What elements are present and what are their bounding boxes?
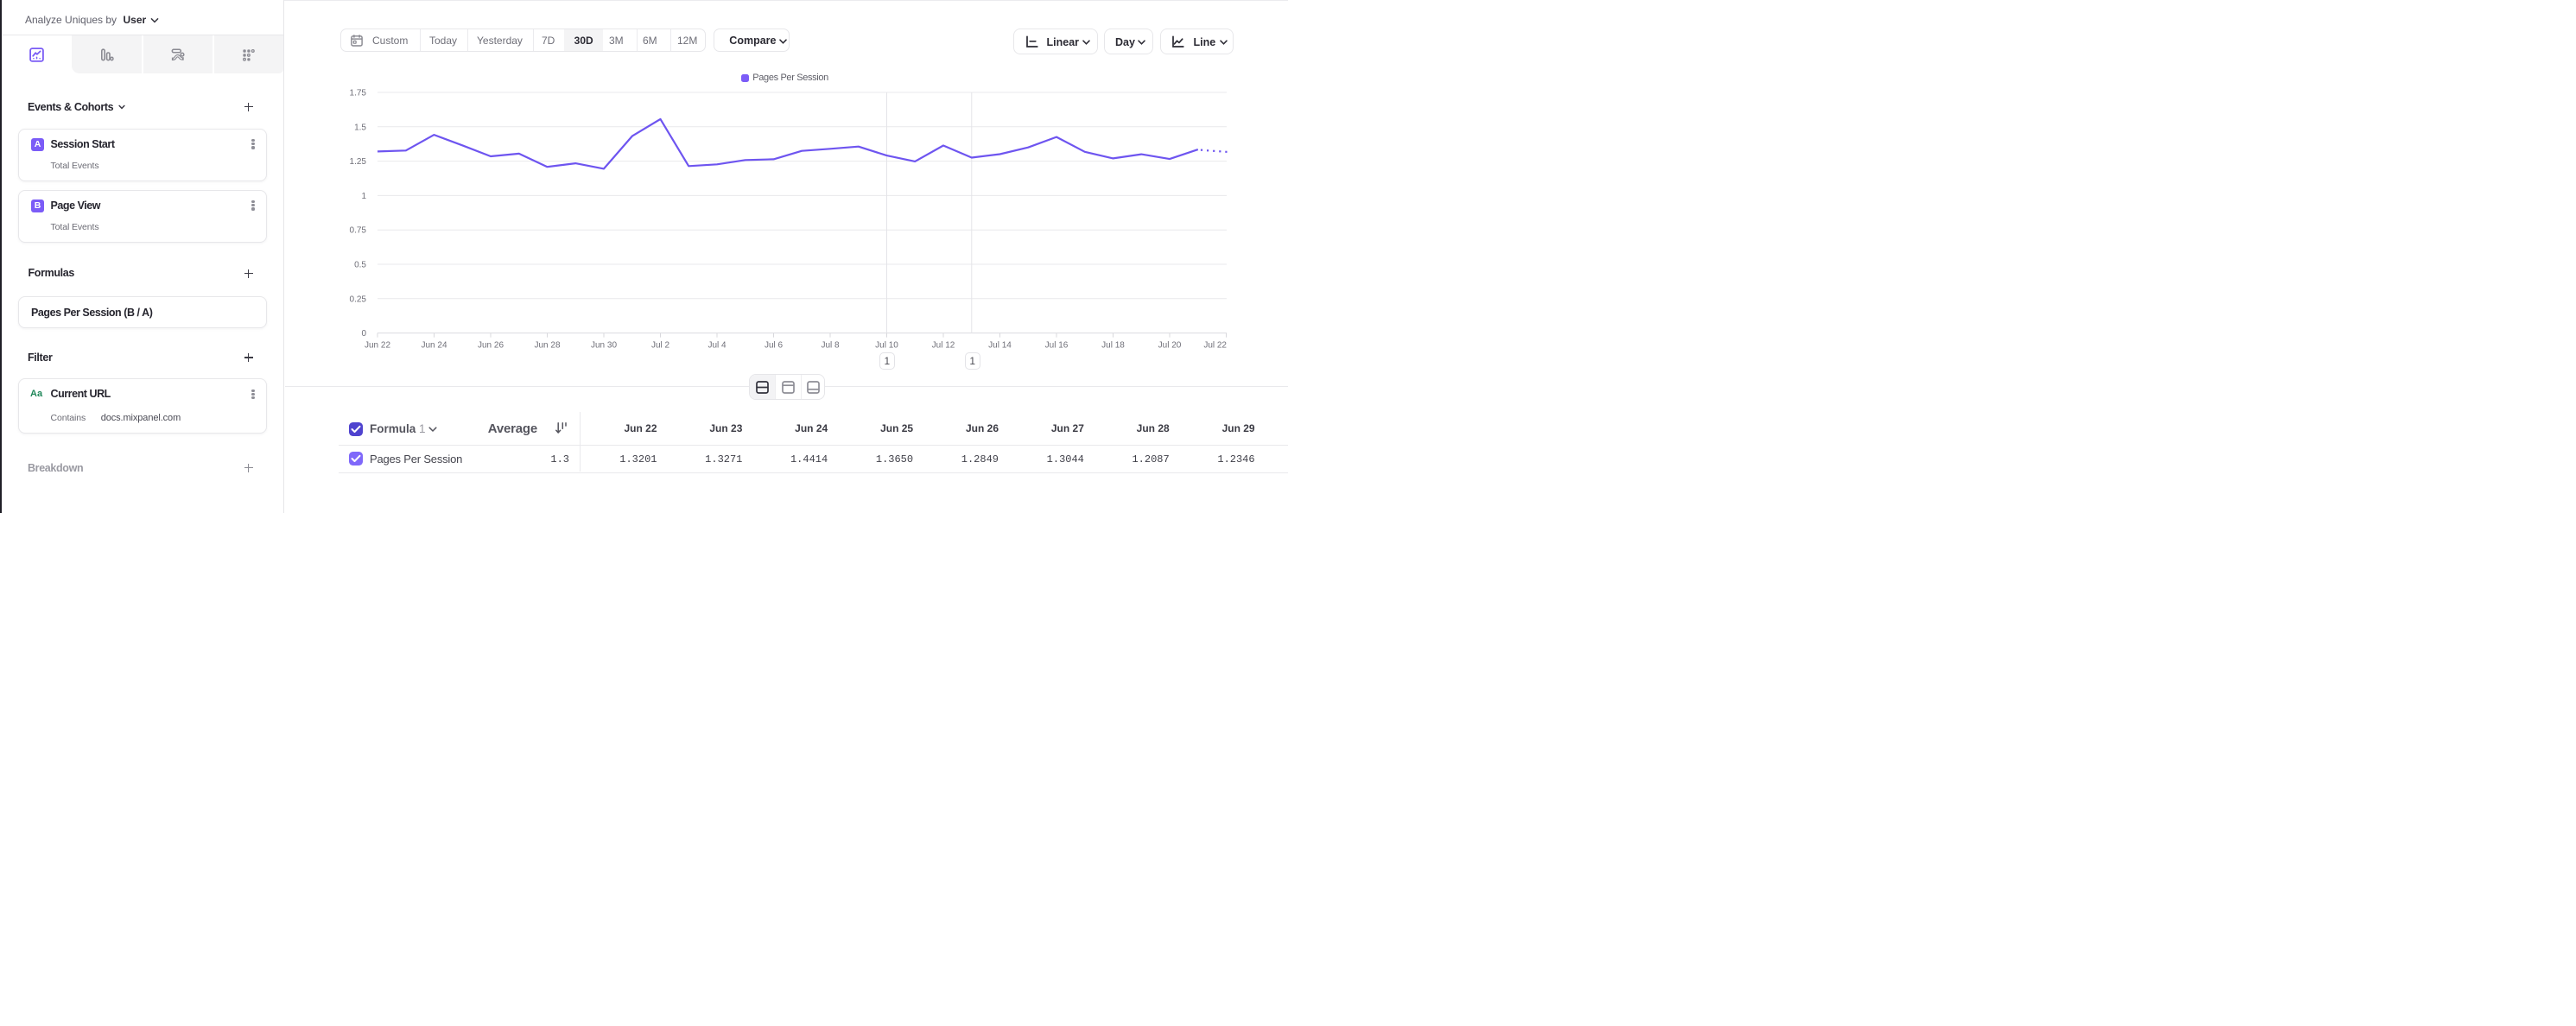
svg-text:0: 0 bbox=[361, 329, 366, 339]
svg-text:1.25: 1.25 bbox=[350, 157, 367, 167]
svg-text:1.5: 1.5 bbox=[354, 123, 366, 132]
svg-text:Jun 22: Jun 22 bbox=[365, 341, 390, 351]
svg-text:Jun 26: Jun 26 bbox=[478, 341, 504, 351]
svg-text:0.5: 0.5 bbox=[354, 261, 366, 270]
svg-text:Jun 28: Jun 28 bbox=[534, 341, 560, 351]
svg-text:Jul 20: Jul 20 bbox=[1158, 341, 1182, 351]
svg-text:Jul 18: Jul 18 bbox=[1101, 341, 1125, 351]
svg-text:Jul 16: Jul 16 bbox=[1045, 341, 1069, 351]
svg-text:Jul 8: Jul 8 bbox=[821, 341, 840, 351]
svg-text:0.75: 0.75 bbox=[350, 226, 367, 236]
svg-text:Jul 6: Jul 6 bbox=[765, 341, 784, 351]
svg-text:Jul 2: Jul 2 bbox=[651, 341, 670, 351]
svg-text:Jul 22: Jul 22 bbox=[1203, 341, 1227, 351]
svg-text:Jun 30: Jun 30 bbox=[591, 341, 617, 351]
svg-text:Jul 10: Jul 10 bbox=[875, 341, 898, 351]
svg-text:0.25: 0.25 bbox=[350, 294, 367, 304]
svg-text:Jul 4: Jul 4 bbox=[707, 341, 726, 351]
svg-text:1: 1 bbox=[361, 192, 366, 201]
svg-text:Jun 24: Jun 24 bbox=[421, 341, 447, 351]
svg-text:1.75: 1.75 bbox=[350, 89, 367, 98]
svg-text:Jul 14: Jul 14 bbox=[988, 341, 1012, 351]
svg-text:Jul 12: Jul 12 bbox=[932, 341, 955, 351]
